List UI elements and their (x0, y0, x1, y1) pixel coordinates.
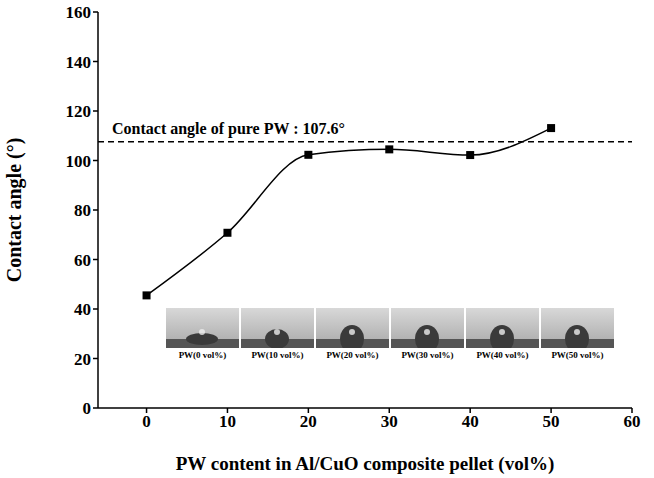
svg-text:40: 40 (74, 300, 91, 319)
svg-text:20: 20 (300, 412, 317, 431)
svg-text:60: 60 (74, 251, 91, 270)
svg-text:140: 140 (66, 53, 92, 72)
html-text:PW(10 vol%): PW(10 vol%) (251, 350, 304, 360)
svg-text:40: 40 (462, 412, 479, 431)
svg-text:PW content in Al/CuO composite: PW content in Al/CuO composite pellet (v… (176, 453, 555, 475)
svg-text:30: 30 (381, 412, 398, 431)
html-text:PW(40 vol%): PW(40 vol%) (476, 350, 529, 360)
svg-text:120: 120 (66, 102, 92, 121)
svg-text:100: 100 (66, 152, 92, 171)
html-text:PW(0 vol%): PW(0 vol%) (178, 350, 227, 360)
svg-text:50: 50 (543, 412, 560, 431)
html-text:PW(20 vol%): PW(20 vol%) (326, 350, 379, 360)
svg-text:0: 0 (142, 412, 151, 431)
svg-text:10: 10 (219, 412, 236, 431)
svg-text:80: 80 (74, 201, 91, 220)
svg-text:Contact angle of pure PW : 107: Contact angle of pure PW : 107.6° (112, 120, 345, 138)
svg-text:0: 0 (83, 399, 92, 418)
html-text:PW(50 vol%): PW(50 vol%) (551, 350, 604, 360)
html-text:PW(30 vol%): PW(30 vol%) (401, 350, 454, 360)
svg-text:20: 20 (74, 350, 91, 369)
svg-text:Contact angle (°): Contact angle (°) (3, 138, 26, 283)
svg-text:160: 160 (66, 3, 92, 22)
svg-text:60: 60 (624, 412, 641, 431)
